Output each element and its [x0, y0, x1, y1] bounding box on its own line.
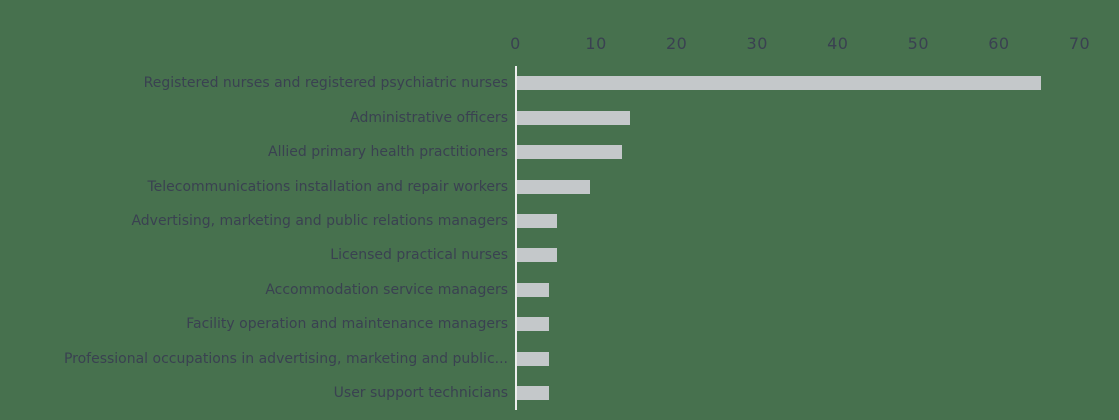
category-label: Telecommunications installation and repa… [147, 178, 508, 195]
category-label: Licensed practical nurses [330, 247, 508, 264]
bar-row: Licensed practical nurses [0, 238, 1119, 272]
category-label: Registered nurses and registered psychia… [143, 75, 508, 92]
x-tick-label: 60 [988, 34, 1010, 53]
bar-row: Allied primary health practitioners [0, 135, 1119, 169]
x-tick-label: 20 [665, 34, 688, 53]
category-label: Administrative officers [350, 109, 508, 126]
bar [517, 76, 1041, 91]
x-axis: 0 10 20 30 40 50 60 70 [0, 0, 1119, 60]
bar [517, 351, 550, 366]
bar [517, 248, 558, 263]
bar-row: Advertising, marketing and public relati… [0, 204, 1119, 238]
x-tick-label: 70 [1068, 34, 1091, 53]
category-label: Accommodation service managers [265, 281, 508, 298]
plot-area: Registered nurses and registered psychia… [0, 66, 1119, 410]
bar [517, 214, 558, 229]
bar [517, 110, 630, 125]
category-label: User support technicians [333, 385, 508, 402]
bar-row: Telecommunications installation and repa… [0, 169, 1119, 203]
x-tick-label: 0 [510, 34, 521, 53]
bar [517, 317, 550, 332]
x-tick-label: 30 [746, 34, 768, 53]
bar [517, 282, 550, 297]
bar-row: Administrative officers [0, 100, 1119, 134]
y-axis-line [515, 66, 517, 410]
category-label: Advertising, marketing and public relati… [131, 213, 508, 230]
category-label: Facility operation and maintenance manag… [186, 316, 508, 333]
bar [517, 145, 622, 160]
category-label: Allied primary health practitioners [268, 144, 508, 161]
bar [517, 386, 550, 401]
x-tick-label: 10 [585, 34, 607, 53]
bar [517, 179, 590, 194]
x-tick-label: 40 [827, 34, 849, 53]
bar-row: User support technicians [0, 376, 1119, 410]
bar-row: Registered nurses and registered psychia… [0, 66, 1119, 100]
bar-row: Accommodation service managers [0, 273, 1119, 307]
bar-row: Facility operation and maintenance manag… [0, 307, 1119, 341]
bar-row: Professional occupations in advertising,… [0, 342, 1119, 376]
x-tick-label: 50 [907, 34, 930, 53]
category-label: Professional occupations in advertising,… [63, 350, 508, 367]
